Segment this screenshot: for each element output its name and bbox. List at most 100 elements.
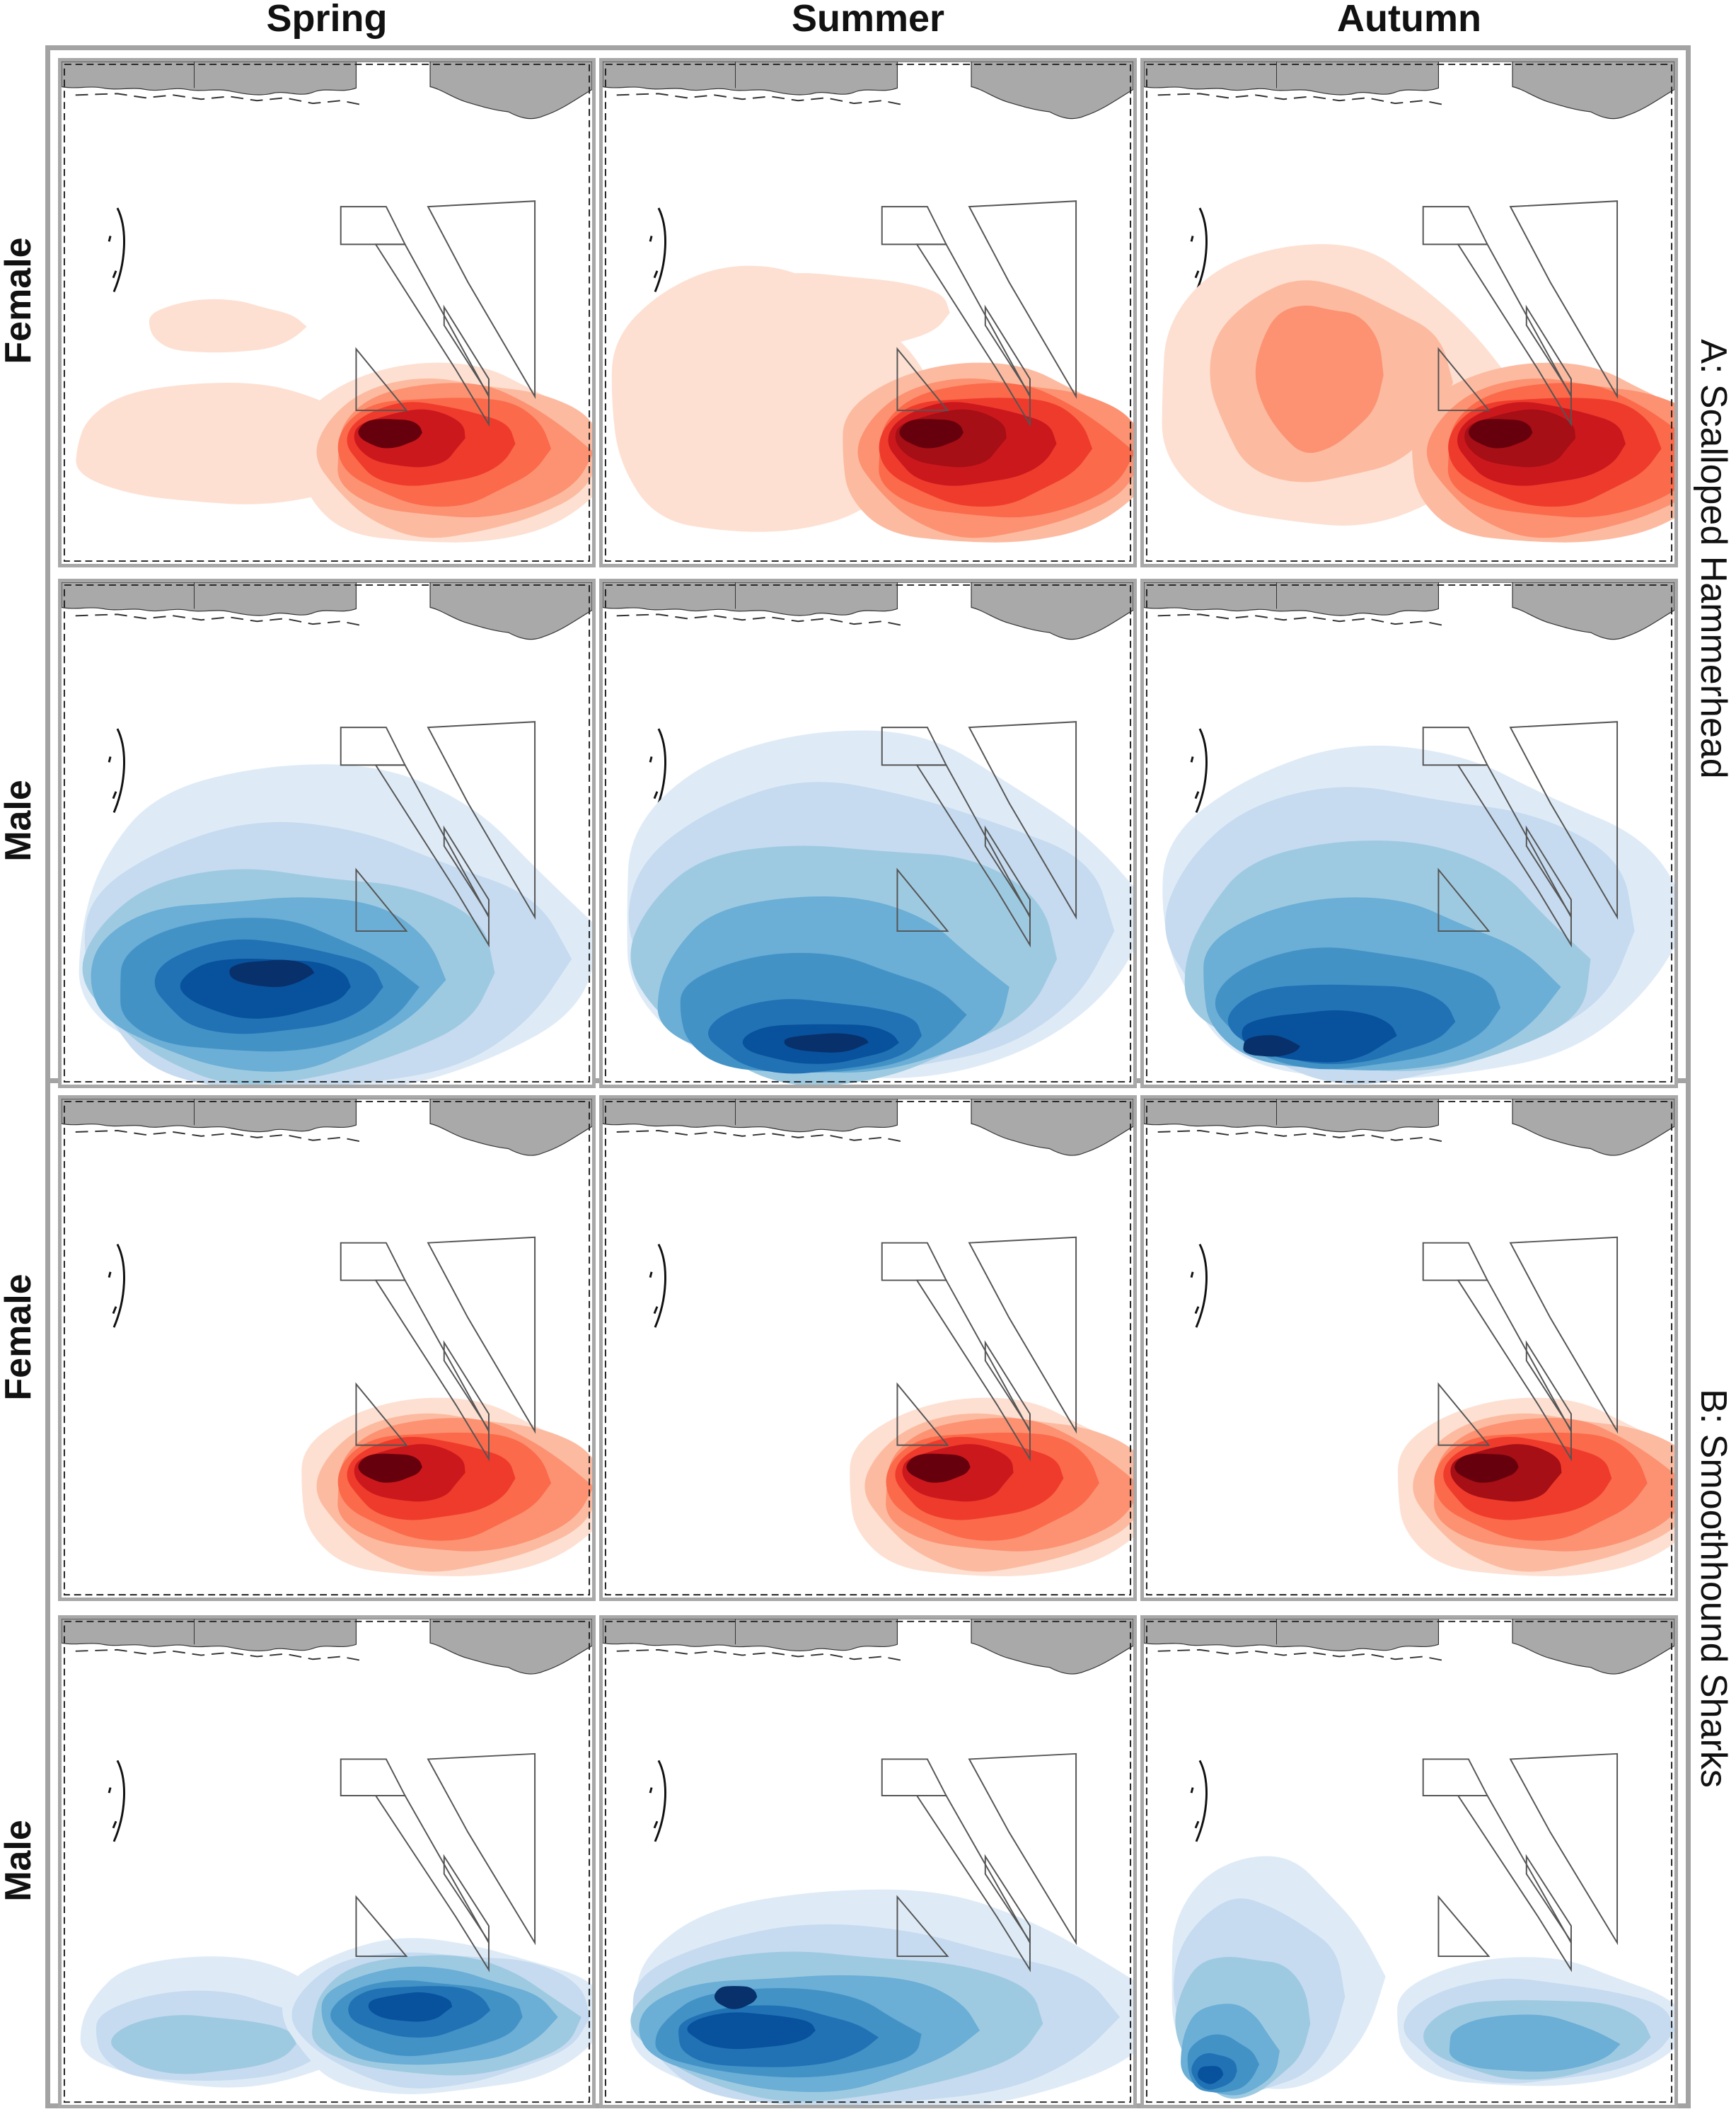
map-panel-b-female-summer xyxy=(599,1095,1137,1601)
management-zone-outline xyxy=(1525,1340,1572,1433)
density-contour xyxy=(1198,2066,1224,2084)
density-contour xyxy=(229,959,315,988)
density-contour xyxy=(707,272,950,354)
density-contour xyxy=(149,299,307,353)
management-zone-outline xyxy=(984,825,1031,918)
coastline-fragment xyxy=(1190,1243,1208,1328)
management-zone-outline xyxy=(968,200,1077,399)
map-panel-b-female-autumn xyxy=(1140,1095,1678,1601)
management-zone-outline xyxy=(443,304,490,398)
management-zone-outline xyxy=(984,1340,1031,1433)
map-panel-b-male-autumn xyxy=(1140,1615,1678,2108)
density-contour xyxy=(687,2012,816,2050)
management-zone-outline xyxy=(968,721,1077,920)
management-zone-outline xyxy=(1525,304,1572,398)
management-zone-outline xyxy=(896,867,949,932)
study-area-boundary xyxy=(1145,1100,1673,1596)
density-contour xyxy=(906,1453,971,1483)
barrier-islands xyxy=(75,1130,362,1143)
map-panel-b-male-spring xyxy=(58,1615,596,2108)
density-contour xyxy=(358,1453,422,1483)
management-zone-outline xyxy=(1509,1752,1619,1946)
density-contour xyxy=(358,419,422,449)
management-zone-outline xyxy=(443,1854,490,1944)
map-panel-b-male-summer xyxy=(599,1615,1137,2108)
management-zone-outline xyxy=(968,1236,1077,1434)
density-contour xyxy=(1449,2014,1621,2072)
management-zone-outline xyxy=(1437,1895,1491,1958)
study-area-boundary xyxy=(1145,63,1673,562)
map-panel-a-male-summer xyxy=(599,579,1137,1088)
management-zone-outline xyxy=(896,1895,949,1958)
barrier-islands xyxy=(75,1648,362,1662)
study-area-boundary xyxy=(63,584,591,1083)
management-zone-outline xyxy=(1457,1279,1572,1462)
management-zone-outline xyxy=(1457,243,1572,427)
management-zone-outline xyxy=(374,243,490,427)
management-zone-outline xyxy=(1509,1236,1619,1434)
management-zone-outline xyxy=(443,1340,490,1433)
density-contour xyxy=(899,419,964,449)
map-panel-a-male-spring xyxy=(58,579,596,1088)
management-zone-outline xyxy=(374,1795,490,1973)
management-zone-outline xyxy=(443,825,490,918)
density-contour xyxy=(368,1992,453,2022)
study-area-boundary xyxy=(1145,584,1673,1083)
management-zone-outline xyxy=(427,1236,536,1434)
barrier-islands xyxy=(616,1648,903,1662)
management-zone-outline xyxy=(355,1895,408,1958)
barrier-islands xyxy=(1157,1648,1445,1662)
density-contour xyxy=(1243,1035,1300,1057)
management-zone-outline xyxy=(896,347,949,412)
coastline-fragment xyxy=(649,207,666,292)
management-zone-outline xyxy=(1509,200,1619,399)
management-zone-outline xyxy=(1437,867,1491,932)
map-panel-a-male-autumn xyxy=(1140,579,1678,1088)
management-zone-outline xyxy=(915,1795,1031,1973)
col-header-summer: Summer xyxy=(791,0,945,40)
map-panel-a-female-spring xyxy=(58,58,596,567)
management-zone-outline xyxy=(427,200,536,399)
management-zone-outline xyxy=(1437,347,1491,412)
col-header-spring: Spring xyxy=(266,0,388,40)
coastline-fragment xyxy=(108,1760,125,1842)
barrier-islands xyxy=(1157,1130,1445,1143)
management-zone-outline xyxy=(374,1279,490,1462)
coastline-fragment xyxy=(649,1243,666,1328)
management-zone-outline xyxy=(915,1279,1031,1462)
coastline-fragment xyxy=(1190,207,1208,292)
study-area-boundary xyxy=(63,1100,591,1596)
map-panel-b-female-spring xyxy=(58,1095,596,1601)
density-contour xyxy=(1468,419,1533,449)
coastline-fragment xyxy=(1190,728,1208,813)
management-zone-outline xyxy=(355,347,408,412)
density-contour xyxy=(1454,1453,1519,1483)
col-header-autumn: Autumn xyxy=(1337,0,1481,40)
map-panel-a-female-summer xyxy=(599,58,1137,567)
management-zone-outline xyxy=(896,1382,949,1446)
barrier-islands xyxy=(616,93,903,106)
coastline-fragment xyxy=(649,1760,666,1842)
management-zone-outline xyxy=(968,1752,1077,1946)
management-zone-outline xyxy=(1509,721,1619,920)
management-zone-outline xyxy=(984,304,1031,398)
coastline-fragment xyxy=(1190,1760,1208,1842)
density-contour xyxy=(714,1986,758,2009)
coastline-fragment xyxy=(108,1243,125,1328)
study-area-boundary xyxy=(1145,1620,1673,2103)
management-zone-outline xyxy=(374,764,490,948)
barrier-islands xyxy=(1157,93,1445,106)
barrier-islands xyxy=(75,613,362,627)
density-contour xyxy=(111,2015,296,2074)
management-zone-outline xyxy=(1457,1795,1572,1973)
study-area-boundary xyxy=(604,63,1132,562)
management-zone-outline xyxy=(1525,825,1572,918)
barrier-islands xyxy=(75,93,362,106)
map-panel-a-female-autumn xyxy=(1140,58,1678,567)
density-contour xyxy=(784,1033,869,1053)
coastline-fragment xyxy=(108,728,125,813)
study-area-boundary xyxy=(604,1620,1132,2103)
management-zone-outline xyxy=(355,1382,408,1446)
management-zone-outline xyxy=(1457,764,1572,948)
barrier-islands xyxy=(616,1130,903,1143)
